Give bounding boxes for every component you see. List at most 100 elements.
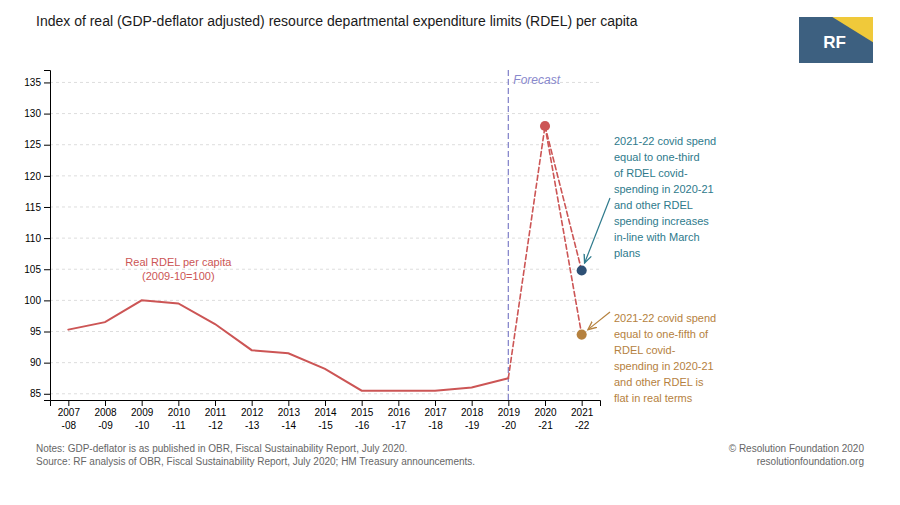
x-tick-label: 2015-16	[351, 407, 374, 431]
annotation-arrow	[585, 198, 610, 263]
x-tick-label: 2018-19	[461, 407, 484, 431]
x-tick-label-line: 2015	[351, 407, 374, 418]
forecast-label: Forecast	[513, 73, 560, 87]
x-tick: 2014-15	[314, 400, 337, 431]
annotation-line: flat in real terms	[614, 392, 693, 404]
annotation: 2021-22 covid spend equal to one-fifth of…	[614, 312, 716, 404]
x-tick-mark	[288, 400, 289, 406]
x-tick-label-line: 2007	[58, 407, 81, 418]
y-tick: 125	[24, 139, 50, 150]
plot: 8590951001051101151201251301352007-08200…	[24, 70, 600, 431]
x-tick-mark	[362, 400, 363, 406]
x-tick: 2013-14	[278, 400, 301, 431]
y-tick: 95	[30, 326, 50, 337]
x-tick-mark	[435, 400, 436, 406]
x-tick-label-line: -17	[392, 420, 407, 431]
x-tick-label-line: 2019	[498, 407, 521, 418]
x-tick-label-line: -21	[538, 420, 553, 431]
x-tick-label-line: -08	[62, 420, 77, 431]
y-tick-label: 135	[24, 77, 41, 88]
copyright-line: resolutionfoundation.org	[757, 456, 864, 467]
x-tick-label-line: 2020	[534, 407, 557, 418]
annotation-line: 2021-22 covid spend	[614, 135, 716, 147]
x-tick: 2020 -21	[534, 400, 557, 431]
y-tick-mark	[44, 82, 50, 83]
notes-line: Notes: GDP-deflator is as published in O…	[36, 443, 407, 454]
logo-box	[799, 17, 873, 63]
x-tick-label-line: -10	[135, 420, 150, 431]
x-tick: 2008-09	[94, 400, 117, 431]
y-tick-label: 130	[24, 108, 41, 119]
grid-line	[50, 113, 600, 114]
x-tick-label: 2017-18	[424, 407, 447, 431]
annotation-line: 2021-22 covid spend	[614, 312, 716, 324]
chart: Index of real (GDP-deflator adjusted) re…	[0, 0, 900, 505]
x-tick-label: 2012-13	[241, 407, 264, 431]
x-tick-mark	[142, 400, 143, 406]
grid-line	[50, 175, 600, 176]
y-tick-label: 90	[30, 357, 42, 368]
annotation-line: spending in 2020-21	[614, 183, 714, 195]
x-tick-label-line: 2008	[94, 407, 117, 418]
copyright: © Resolution Foundation 2020 resolutionfo…	[729, 443, 865, 467]
x-tick: 2021 -22	[571, 400, 594, 431]
x-tick-mark	[545, 400, 546, 406]
x-tick-mark	[582, 400, 583, 406]
y-tick-mark	[44, 114, 50, 115]
forecast-boundary	[508, 70, 509, 400]
x-tick: 2017-18	[424, 400, 447, 431]
x-tick: 2016 -17	[388, 400, 411, 431]
line-label-line: Real RDEL per capita	[125, 256, 232, 268]
grid-line	[50, 269, 600, 270]
x-tick-label-line: 2021	[571, 407, 594, 418]
series-line	[545, 126, 582, 270]
y-tick-label: 100	[24, 295, 41, 306]
y-tick-mark	[44, 269, 50, 270]
x-tick-mark	[252, 400, 253, 406]
x-tick: 2018-19	[461, 400, 484, 431]
y-tick: 135	[24, 77, 50, 88]
y-tick-mark	[44, 394, 50, 395]
series-line	[68, 300, 508, 390]
x-tick-mark	[68, 400, 69, 406]
series-line	[545, 126, 582, 335]
annotation-line: of RDEL covid-	[614, 167, 688, 179]
y-tick-label: 120	[24, 171, 41, 182]
x-tick-label: 2007 -08	[58, 407, 81, 431]
y-tick: 120	[24, 171, 50, 182]
grid-line	[50, 206, 600, 207]
x-tick-label-line: 2012	[241, 407, 264, 418]
x-tick-label: 2010-11	[168, 407, 191, 431]
x-tick-mark	[215, 400, 216, 406]
line-label-line: (2009-10=100)	[142, 270, 214, 282]
x-tick-label-line: 2017	[424, 407, 447, 418]
annotation-line: plans	[614, 247, 641, 259]
x-tick-label: 2019-20	[498, 407, 521, 431]
marks	[68, 70, 586, 400]
copyright-line: © Resolution Foundation 2020	[729, 443, 865, 454]
y-tick-mark	[44, 207, 50, 208]
y-tick-mark	[44, 145, 50, 146]
grid	[50, 82, 600, 393]
x-tick-label: 2016 -17	[388, 407, 411, 431]
annotation-line: equal to one-fifth of	[614, 328, 709, 340]
x-tick-label-line: 2009	[131, 407, 154, 418]
y-tick-label: 115	[25, 202, 41, 213]
series-point	[577, 265, 587, 275]
x-tick-label-line: -19	[465, 420, 480, 431]
x-tick-label-line: 2016	[388, 407, 411, 418]
y-tick-label: 95	[30, 326, 42, 337]
y-tick-label: 125	[24, 139, 41, 150]
line-label: Real RDEL per capita (2009-10=100)	[125, 256, 232, 282]
y-tick: 90	[30, 357, 50, 368]
x-tick-label-line: -12	[208, 420, 223, 431]
grid-line	[50, 300, 600, 301]
x-tick: 2015-16	[351, 400, 374, 431]
annotation-line: RDEL covid-	[614, 344, 676, 356]
x-tick: 2007 -08	[58, 400, 81, 431]
x-tick-label-line: -22	[575, 420, 590, 431]
y-tick-label: 85	[30, 388, 42, 399]
x-tick-label-line: 2011	[205, 407, 227, 418]
y-tick-label: 110	[25, 233, 41, 244]
x-tick-label: 2009 -10	[131, 407, 154, 431]
